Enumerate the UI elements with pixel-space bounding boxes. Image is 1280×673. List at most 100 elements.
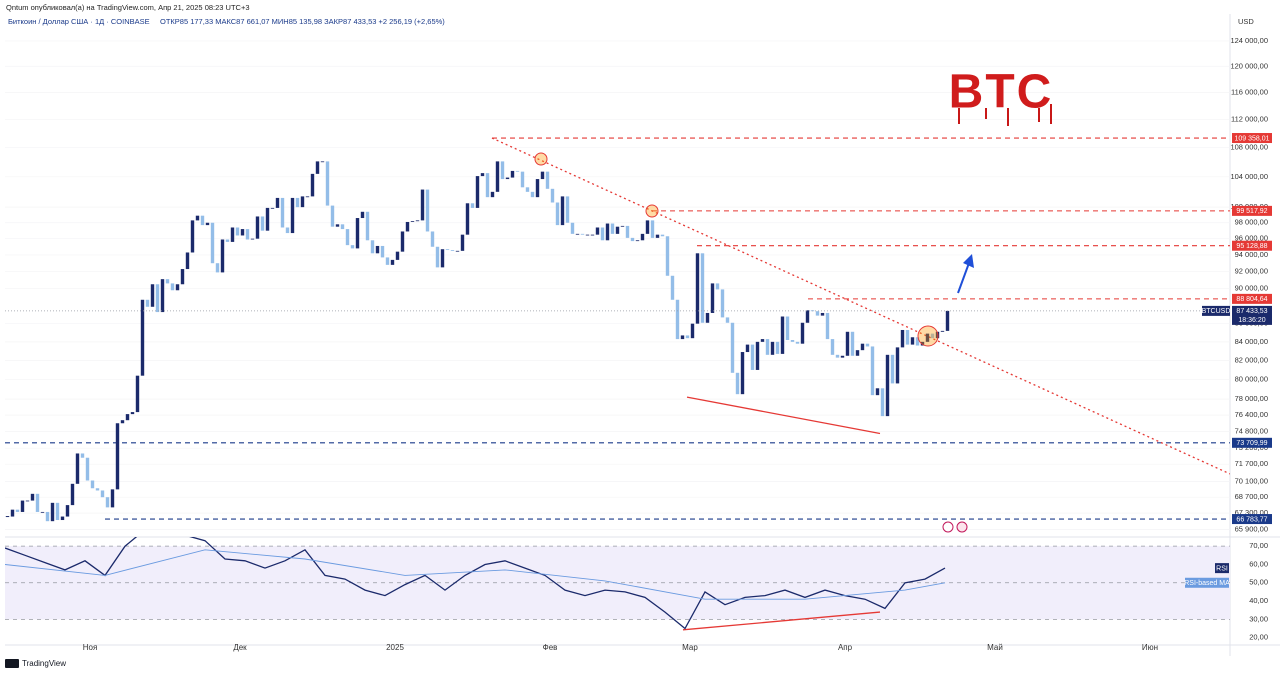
candle xyxy=(180,269,185,285)
candle xyxy=(10,509,15,517)
candle xyxy=(280,197,285,228)
y-tick-label: 112 000,00 xyxy=(1231,115,1268,124)
y-tick-label: 94 000,00 xyxy=(1235,250,1268,259)
candle xyxy=(90,480,95,489)
candle xyxy=(475,176,480,208)
candle xyxy=(850,331,855,356)
candle xyxy=(500,161,505,180)
candle xyxy=(365,211,370,241)
price-tag-bg xyxy=(1202,305,1230,316)
candle xyxy=(380,245,385,258)
y-tick-label: 20,00 xyxy=(1249,633,1268,642)
candle xyxy=(555,202,560,226)
candle xyxy=(20,500,25,512)
btc-art: BTC xyxy=(949,66,1052,126)
candle xyxy=(515,170,520,172)
candle xyxy=(330,205,335,227)
candle xyxy=(775,341,780,354)
candle xyxy=(635,240,640,242)
candle xyxy=(270,207,275,209)
candle xyxy=(920,341,925,346)
candle xyxy=(855,350,860,356)
candle xyxy=(165,279,170,284)
candle xyxy=(930,333,935,339)
candle xyxy=(915,337,920,346)
candle xyxy=(895,347,900,384)
candle xyxy=(75,453,80,484)
candle xyxy=(825,312,830,340)
y-tick-label: 40,00 xyxy=(1249,596,1268,605)
candle xyxy=(945,310,950,331)
candle xyxy=(175,284,180,291)
candle xyxy=(335,224,340,227)
candle xyxy=(290,197,295,234)
candle xyxy=(460,234,465,251)
event-icon xyxy=(956,521,968,533)
candle xyxy=(55,502,60,521)
candle xyxy=(430,231,435,247)
price-tag: RSI xyxy=(1216,565,1228,572)
candle xyxy=(860,343,865,351)
x-tick-label: Июн xyxy=(1142,643,1158,652)
candle xyxy=(195,215,200,221)
candle xyxy=(610,223,615,234)
y-tick-label: 60,00 xyxy=(1249,559,1268,568)
candle xyxy=(490,191,495,198)
candle xyxy=(100,490,105,498)
x-tick-label: Фев xyxy=(543,643,558,652)
candle xyxy=(85,457,90,481)
candle xyxy=(645,220,650,234)
candle xyxy=(455,250,460,252)
y-tick-label: 104 000,00 xyxy=(1230,172,1268,181)
candle xyxy=(15,509,20,512)
candle xyxy=(845,331,850,356)
candle xyxy=(215,263,220,273)
candle xyxy=(370,240,375,254)
candle xyxy=(630,237,635,242)
candle xyxy=(375,245,380,254)
candle xyxy=(510,170,515,178)
candle xyxy=(525,187,530,192)
candle xyxy=(505,177,510,180)
candle xyxy=(495,161,500,192)
candle xyxy=(545,171,550,189)
y-tick-label: 98 000,00 xyxy=(1235,218,1268,227)
price-tag-bg xyxy=(1232,514,1272,525)
brand-logo xyxy=(5,659,19,668)
candle xyxy=(740,352,745,395)
candle xyxy=(105,497,110,508)
candle xyxy=(35,493,40,512)
candle xyxy=(565,196,570,223)
candle xyxy=(320,161,325,163)
candle xyxy=(130,412,135,415)
y-tick-label: 70 100,00 xyxy=(1235,477,1268,486)
candle xyxy=(420,189,425,221)
candle xyxy=(600,227,605,241)
candle xyxy=(695,253,700,324)
candle xyxy=(160,279,165,313)
candle xyxy=(400,231,405,252)
candle xyxy=(725,317,730,323)
candle xyxy=(665,236,670,276)
candle xyxy=(755,341,760,370)
price-pane xyxy=(5,40,1230,530)
candle xyxy=(615,226,620,234)
price-tag: BTCUSD xyxy=(1202,308,1231,315)
candle xyxy=(25,500,30,502)
y-tick-label: 116 000,00 xyxy=(1231,87,1268,96)
price-tag-bg xyxy=(1232,205,1272,216)
price-tag-bg xyxy=(1232,240,1272,251)
candle xyxy=(675,299,680,340)
price-tag: 66 783,77 xyxy=(1236,516,1267,523)
x-tick-label: Май xyxy=(987,643,1003,652)
y-tick-label: 92 000,00 xyxy=(1235,267,1268,276)
y-tick-label: 74 800,00 xyxy=(1235,426,1268,435)
candle xyxy=(660,234,665,237)
candle xyxy=(705,312,710,323)
price-tag-bg xyxy=(1232,305,1272,316)
candle xyxy=(785,316,790,341)
candle xyxy=(900,329,905,348)
candle xyxy=(220,239,225,273)
candle xyxy=(60,516,65,521)
